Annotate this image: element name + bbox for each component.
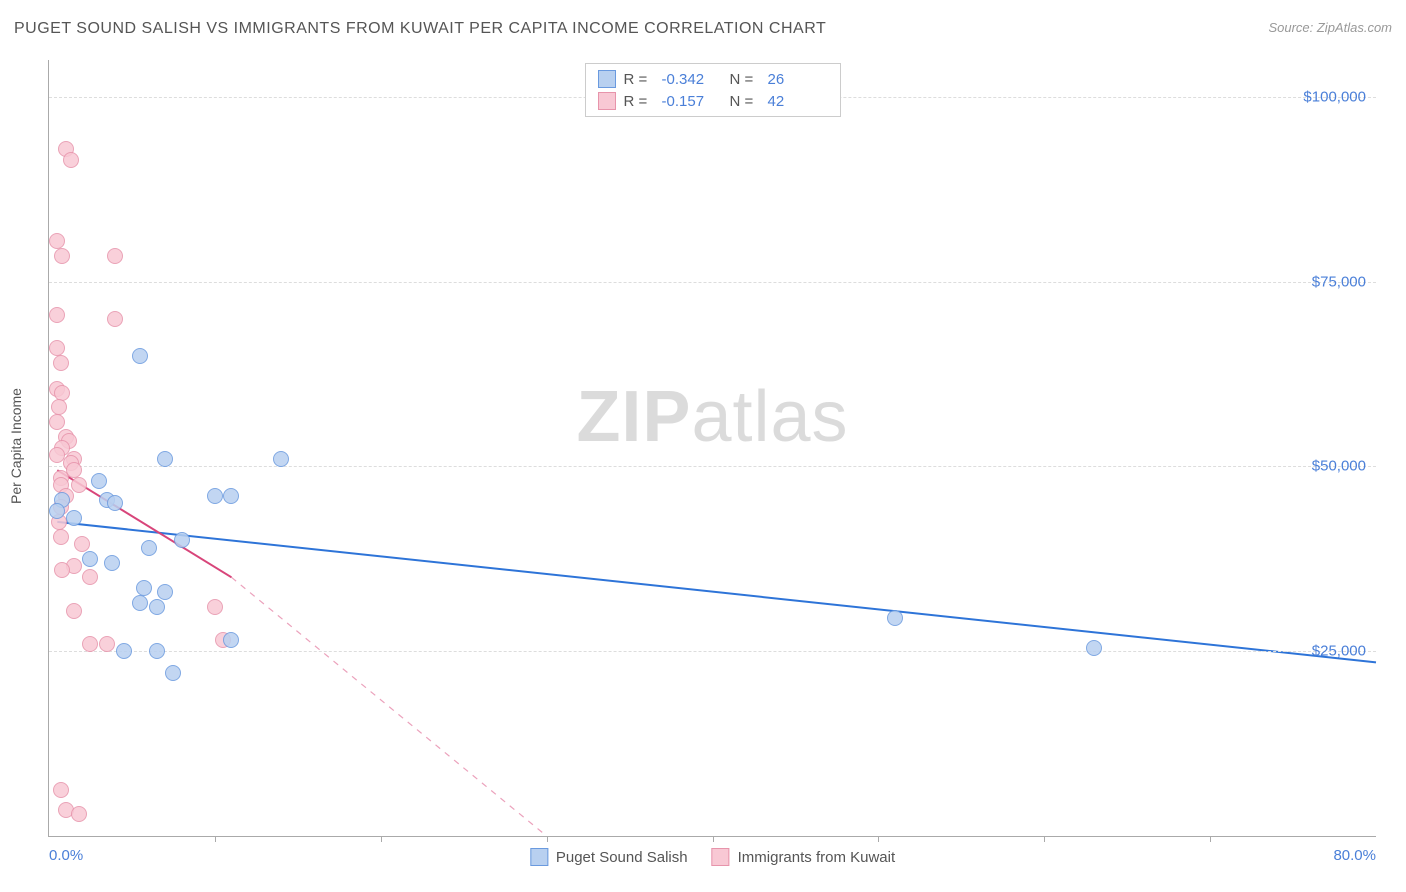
data-point-kuwait xyxy=(82,636,98,652)
data-point-puget xyxy=(223,488,239,504)
x-tick xyxy=(215,836,216,842)
data-point-kuwait xyxy=(74,536,90,552)
x-tick xyxy=(381,836,382,842)
data-point-kuwait xyxy=(54,248,70,264)
gridline-h xyxy=(49,466,1376,467)
legend-item-puget: Puget Sound Salish xyxy=(530,848,688,866)
data-point-puget xyxy=(157,584,173,600)
y-axis-title: Per Capita Income xyxy=(8,388,24,504)
data-point-kuwait xyxy=(49,233,65,249)
data-point-kuwait xyxy=(107,248,123,264)
x-tick xyxy=(878,836,879,842)
x-max-label: 80.0% xyxy=(1333,847,1376,864)
data-point-kuwait xyxy=(207,599,223,615)
data-point-puget xyxy=(1086,640,1102,656)
data-point-puget xyxy=(157,451,173,467)
gridline-h xyxy=(49,651,1376,652)
trend-lines xyxy=(49,60,1376,836)
swatch-kuwait xyxy=(598,92,616,110)
swatch-puget xyxy=(598,70,616,88)
chart-plot-area: ZIPatlas R = -0.342 N = 26 R = -0.157 N … xyxy=(48,60,1376,837)
data-point-kuwait xyxy=(99,636,115,652)
data-point-puget xyxy=(132,595,148,611)
gridline-h xyxy=(49,282,1376,283)
data-point-puget xyxy=(887,610,903,626)
y-tick-label: $100,000 xyxy=(1303,88,1366,105)
swatch-kuwait-icon xyxy=(712,848,730,866)
data-point-puget xyxy=(223,632,239,648)
data-point-kuwait xyxy=(49,414,65,430)
swatch-puget-icon xyxy=(530,848,548,866)
y-tick-label: $25,000 xyxy=(1312,643,1366,660)
data-point-puget xyxy=(149,599,165,615)
data-point-kuwait xyxy=(51,399,67,415)
data-point-kuwait xyxy=(49,340,65,356)
x-tick xyxy=(547,836,548,842)
x-tick xyxy=(1210,836,1211,842)
source-label: Source: ZipAtlas.com xyxy=(1268,20,1392,35)
y-tick-label: $75,000 xyxy=(1312,273,1366,290)
data-point-kuwait xyxy=(71,477,87,493)
data-point-puget xyxy=(66,510,82,526)
data-point-puget xyxy=(82,551,98,567)
data-point-puget xyxy=(132,348,148,364)
data-point-kuwait xyxy=(54,385,70,401)
data-point-puget xyxy=(273,451,289,467)
data-point-kuwait xyxy=(53,782,69,798)
correlation-legend: R = -0.342 N = 26 R = -0.157 N = 42 xyxy=(585,63,841,117)
legend-item-kuwait: Immigrants from Kuwait xyxy=(712,848,896,866)
y-tick-label: $50,000 xyxy=(1312,458,1366,475)
legend-row-puget: R = -0.342 N = 26 xyxy=(598,68,828,90)
data-point-puget xyxy=(207,488,223,504)
data-point-kuwait xyxy=(53,529,69,545)
data-point-puget xyxy=(91,473,107,489)
data-point-puget xyxy=(141,540,157,556)
x-tick xyxy=(1044,836,1045,842)
x-min-label: 0.0% xyxy=(49,847,83,864)
legend-row-kuwait: R = -0.157 N = 42 xyxy=(598,90,828,112)
data-point-kuwait xyxy=(66,603,82,619)
series-legend: Puget Sound Salish Immigrants from Kuwai… xyxy=(530,848,895,866)
data-point-puget xyxy=(136,580,152,596)
chart-title: PUGET SOUND SALISH VS IMMIGRANTS FROM KU… xyxy=(14,20,826,37)
data-point-puget xyxy=(49,503,65,519)
data-point-puget xyxy=(104,555,120,571)
data-point-puget xyxy=(174,532,190,548)
data-point-kuwait xyxy=(63,152,79,168)
data-point-kuwait xyxy=(107,311,123,327)
data-point-puget xyxy=(149,643,165,659)
data-point-puget xyxy=(165,665,181,681)
data-point-kuwait xyxy=(49,307,65,323)
data-point-puget xyxy=(116,643,132,659)
data-point-kuwait xyxy=(53,355,69,371)
data-point-kuwait xyxy=(71,806,87,822)
watermark: ZIPatlas xyxy=(576,376,848,458)
data-point-kuwait xyxy=(82,569,98,585)
data-point-kuwait xyxy=(54,562,70,578)
data-point-puget xyxy=(107,495,123,511)
x-tick xyxy=(713,836,714,842)
